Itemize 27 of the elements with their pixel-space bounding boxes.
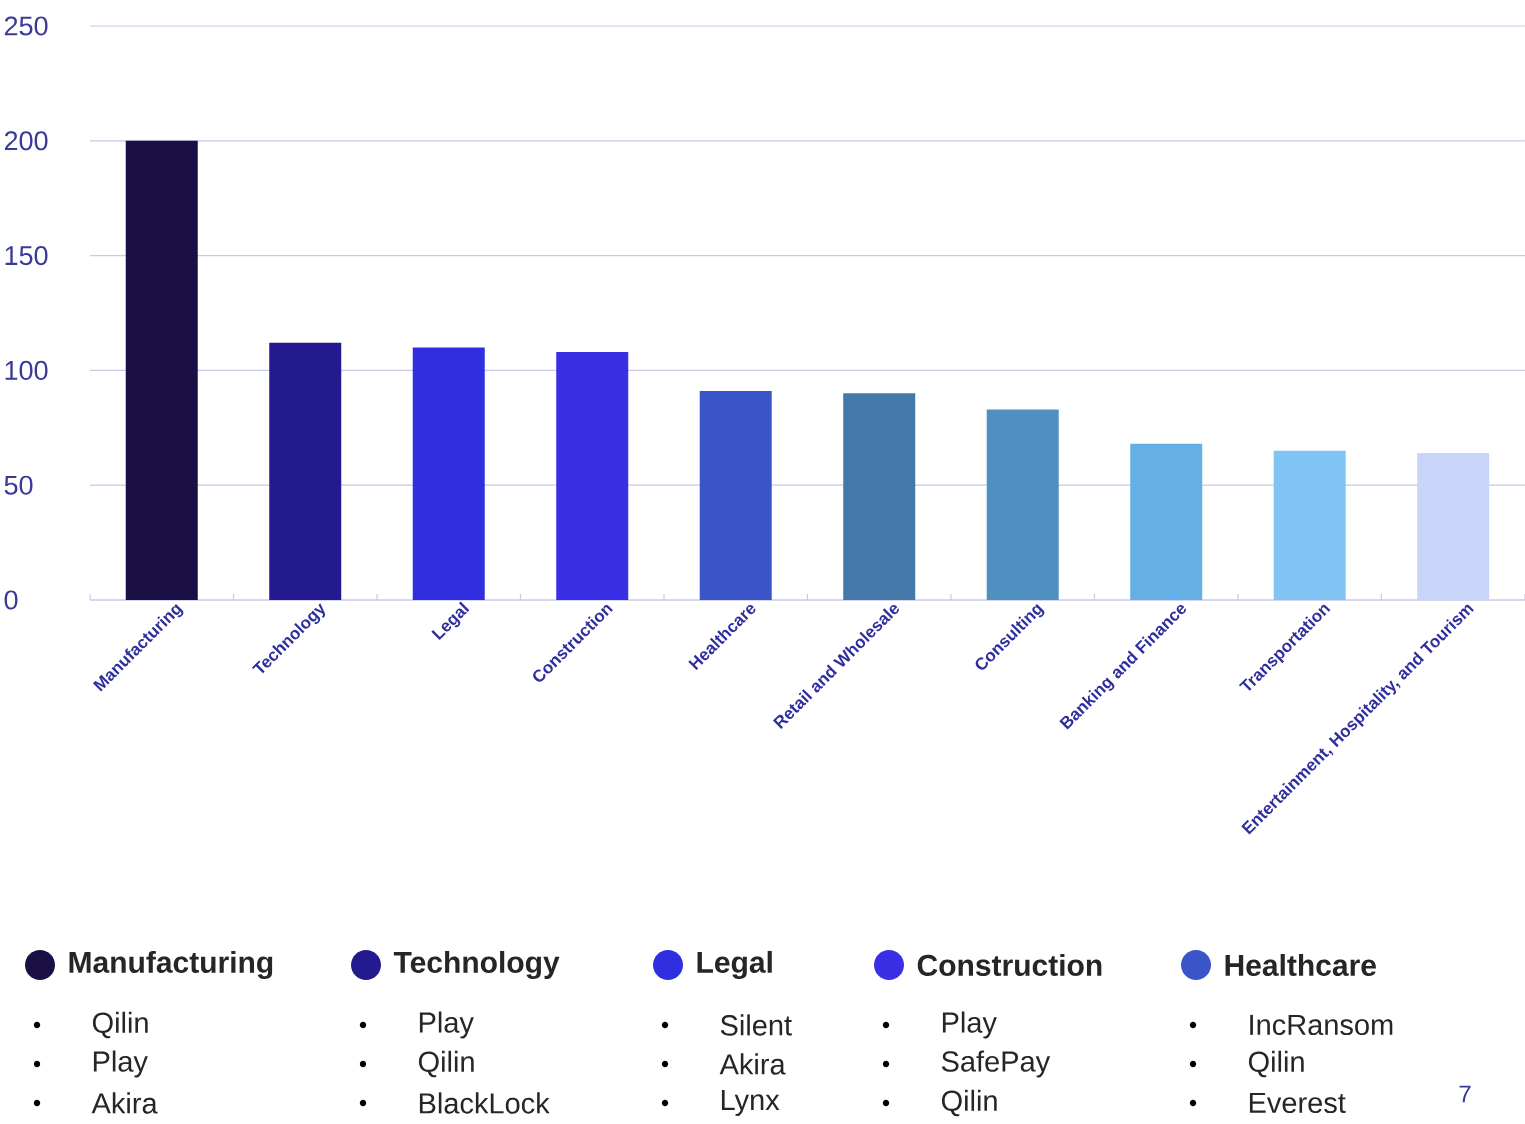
text: Play	[93, 1050, 148, 1078]
category-label: Legal	[697, 950, 772, 980]
text: Qilin	[418, 1050, 474, 1078]
y-tick-label: 100	[5, 360, 48, 380]
category-label: Technology	[393, 950, 560, 980]
text: Qilin	[92, 1011, 148, 1039]
text: Qilin	[1248, 1050, 1304, 1078]
text: SafePay	[941, 1050, 1051, 1078]
text: IncRansom	[1250, 1014, 1393, 1036]
y-tick-label: 250	[4, 16, 48, 36]
text: Play	[419, 1011, 474, 1039]
y-tick-label: 0	[4, 590, 18, 610]
text: Everest	[1249, 1092, 1346, 1114]
y-tick-label: 150	[5, 246, 48, 266]
text: 7	[1459, 1085, 1471, 1103]
text: Play	[942, 1011, 997, 1039]
category-label: Construction	[917, 953, 1102, 977]
y-tick-label: 50	[4, 475, 33, 495]
category-label: Manufacturing	[69, 950, 273, 980]
y-tick-label: 200	[4, 131, 48, 151]
text: Silent	[720, 1014, 792, 1036]
text: BlackLock	[419, 1092, 550, 1114]
category-label: Healthcare	[1225, 953, 1376, 977]
text: Akira	[719, 1053, 786, 1075]
text: Lynx	[721, 1090, 780, 1116]
text: Qilin	[941, 1089, 997, 1117]
text: Akira	[91, 1092, 158, 1114]
